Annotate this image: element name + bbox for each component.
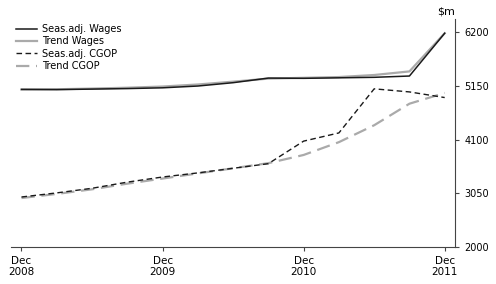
Trend Wages (18, 88, 24, 91)
Trend CGOP (18, 196, 24, 200)
Trend Wages (406, 70, 412, 73)
Seas.adj. Wages (336, 76, 342, 80)
Seas.adj. Wages (371, 76, 377, 79)
Trend Wages (265, 77, 271, 80)
Trend Wages (89, 87, 95, 90)
Trend CGOP (336, 141, 342, 144)
Seas.adj. Wages (124, 87, 130, 90)
Text: $m: $m (437, 7, 455, 17)
Trend CGOP (230, 167, 236, 170)
Seas.adj. Wages (265, 76, 271, 80)
Trend Wages (124, 86, 130, 89)
Seas.adj. CGOP (371, 87, 377, 91)
Seas.adj. Wages (89, 87, 95, 91)
Line: Trend CGOP: Trend CGOP (21, 93, 445, 198)
Seas.adj. CGOP (89, 187, 95, 190)
Trend CGOP (195, 172, 201, 175)
Trend Wages (54, 87, 60, 91)
Seas.adj. CGOP (406, 90, 412, 94)
Trend Wages (160, 85, 166, 88)
Line: Seas.adj. Wages: Seas.adj. Wages (21, 33, 445, 90)
Trend CGOP (89, 188, 95, 191)
Trend CGOP (160, 177, 166, 180)
Trend CGOP (301, 153, 307, 157)
Trend CGOP (442, 91, 448, 95)
Seas.adj. CGOP (54, 191, 60, 195)
Seas.adj. CGOP (301, 139, 307, 143)
Trend Wages (230, 80, 236, 83)
Seas.adj. Wages (301, 77, 307, 80)
Trend CGOP (54, 192, 60, 196)
Seas.adj. CGOP (195, 171, 201, 175)
Trend CGOP (265, 162, 271, 165)
Seas.adj. CGOP (230, 167, 236, 170)
Trend Wages (442, 32, 448, 35)
Seas.adj. CGOP (442, 96, 448, 99)
Seas.adj. Wages (195, 84, 201, 88)
Trend Wages (371, 73, 377, 77)
Trend CGOP (371, 124, 377, 127)
Seas.adj. Wages (230, 81, 236, 84)
Seas.adj. Wages (18, 88, 24, 91)
Seas.adj. CGOP (160, 175, 166, 179)
Seas.adj. Wages (54, 88, 60, 91)
Trend Wages (301, 76, 307, 80)
Seas.adj. CGOP (18, 195, 24, 199)
Trend Wages (195, 83, 201, 86)
Seas.adj. CGOP (265, 162, 271, 165)
Seas.adj. CGOP (336, 131, 342, 135)
Seas.adj. Wages (406, 74, 412, 78)
Seas.adj. CGOP (124, 180, 130, 184)
Seas.adj. Wages (442, 32, 448, 35)
Trend CGOP (124, 182, 130, 185)
Line: Trend Wages: Trend Wages (21, 33, 445, 90)
Legend: Seas.adj. Wages, Trend Wages, Seas.adj. CGOP, Trend CGOP: Seas.adj. Wages, Trend Wages, Seas.adj. … (16, 24, 122, 71)
Trend Wages (336, 75, 342, 79)
Seas.adj. Wages (160, 86, 166, 89)
Trend CGOP (406, 102, 412, 105)
Line: Seas.adj. CGOP: Seas.adj. CGOP (21, 89, 445, 197)
